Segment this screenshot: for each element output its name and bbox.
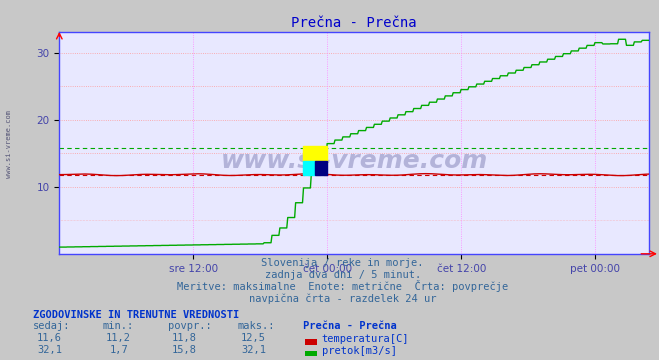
Text: zadnja dva dni / 5 minut.: zadnja dva dni / 5 minut. [264, 270, 421, 280]
Text: 12,5: 12,5 [241, 333, 266, 343]
Text: min.:: min.: [102, 321, 133, 332]
Text: 15,8: 15,8 [172, 345, 197, 355]
Bar [303, 161, 316, 175]
Text: povpr.:: povpr.: [168, 321, 212, 332]
Text: www.si-vreme.com: www.si-vreme.com [5, 110, 12, 178]
Text: pretok[m3/s]: pretok[m3/s] [322, 346, 397, 356]
Bar [303, 146, 328, 161]
Text: www.si-vreme.com: www.si-vreme.com [221, 149, 488, 173]
Title: Prečna - Prečna: Prečna - Prečna [291, 16, 417, 30]
Text: Slovenija / reke in morje.: Slovenija / reke in morje. [262, 258, 424, 268]
Text: 11,2: 11,2 [106, 333, 131, 343]
Text: temperatura[C]: temperatura[C] [322, 334, 409, 344]
Bar [316, 161, 328, 175]
Text: 11,8: 11,8 [172, 333, 197, 343]
Text: 32,1: 32,1 [241, 345, 266, 355]
Text: 11,6: 11,6 [37, 333, 62, 343]
Text: Prečna - Prečna: Prečna - Prečna [303, 321, 397, 332]
Text: 32,1: 32,1 [37, 345, 62, 355]
Text: Meritve: maksimalne  Enote: metrične  Črta: povprečje: Meritve: maksimalne Enote: metrične Črta… [177, 280, 508, 292]
Text: sedaj:: sedaj: [33, 321, 71, 332]
Text: ZGODOVINSKE IN TRENUTNE VREDNOSTI: ZGODOVINSKE IN TRENUTNE VREDNOSTI [33, 310, 239, 320]
Text: 1,7: 1,7 [109, 345, 128, 355]
Text: maks.:: maks.: [237, 321, 275, 332]
Text: navpična črta - razdelek 24 ur: navpična črta - razdelek 24 ur [249, 294, 436, 305]
